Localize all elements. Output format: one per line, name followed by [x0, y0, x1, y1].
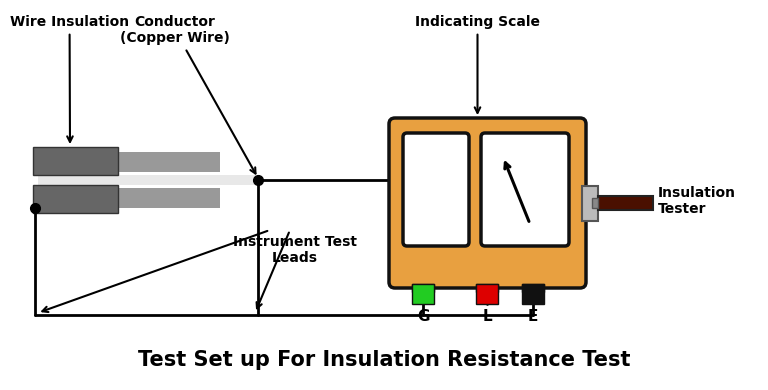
FancyBboxPatch shape	[403, 133, 469, 246]
Bar	[476, 284, 498, 292]
Text: Indicating Scale: Indicating Scale	[415, 15, 540, 113]
Bar	[476, 284, 498, 304]
Text: G: G	[417, 309, 429, 324]
Text: Test Set up For Insulation Resistance Test: Test Set up For Insulation Resistance Te…	[137, 350, 631, 370]
Bar	[38, 152, 220, 172]
Bar	[522, 284, 544, 292]
Bar	[412, 284, 434, 292]
Text: Insulation
Tester: Insulation Tester	[658, 186, 736, 216]
Bar	[32, 147, 118, 175]
Bar	[38, 175, 260, 185]
Text: Wire Insulation: Wire Insulation	[10, 15, 129, 142]
Text: L: L	[482, 309, 492, 324]
Bar	[522, 284, 544, 304]
Bar	[582, 186, 598, 220]
Bar	[592, 198, 598, 208]
FancyBboxPatch shape	[481, 133, 569, 246]
Bar	[412, 284, 434, 304]
Text: Instrument Test
Leads: Instrument Test Leads	[233, 235, 357, 265]
Bar	[32, 185, 118, 213]
Bar	[598, 196, 653, 210]
Bar	[38, 188, 220, 208]
FancyBboxPatch shape	[389, 118, 586, 288]
Text: Conductor
(Copper Wire): Conductor (Copper Wire)	[120, 15, 256, 174]
Text: E: E	[528, 309, 538, 324]
